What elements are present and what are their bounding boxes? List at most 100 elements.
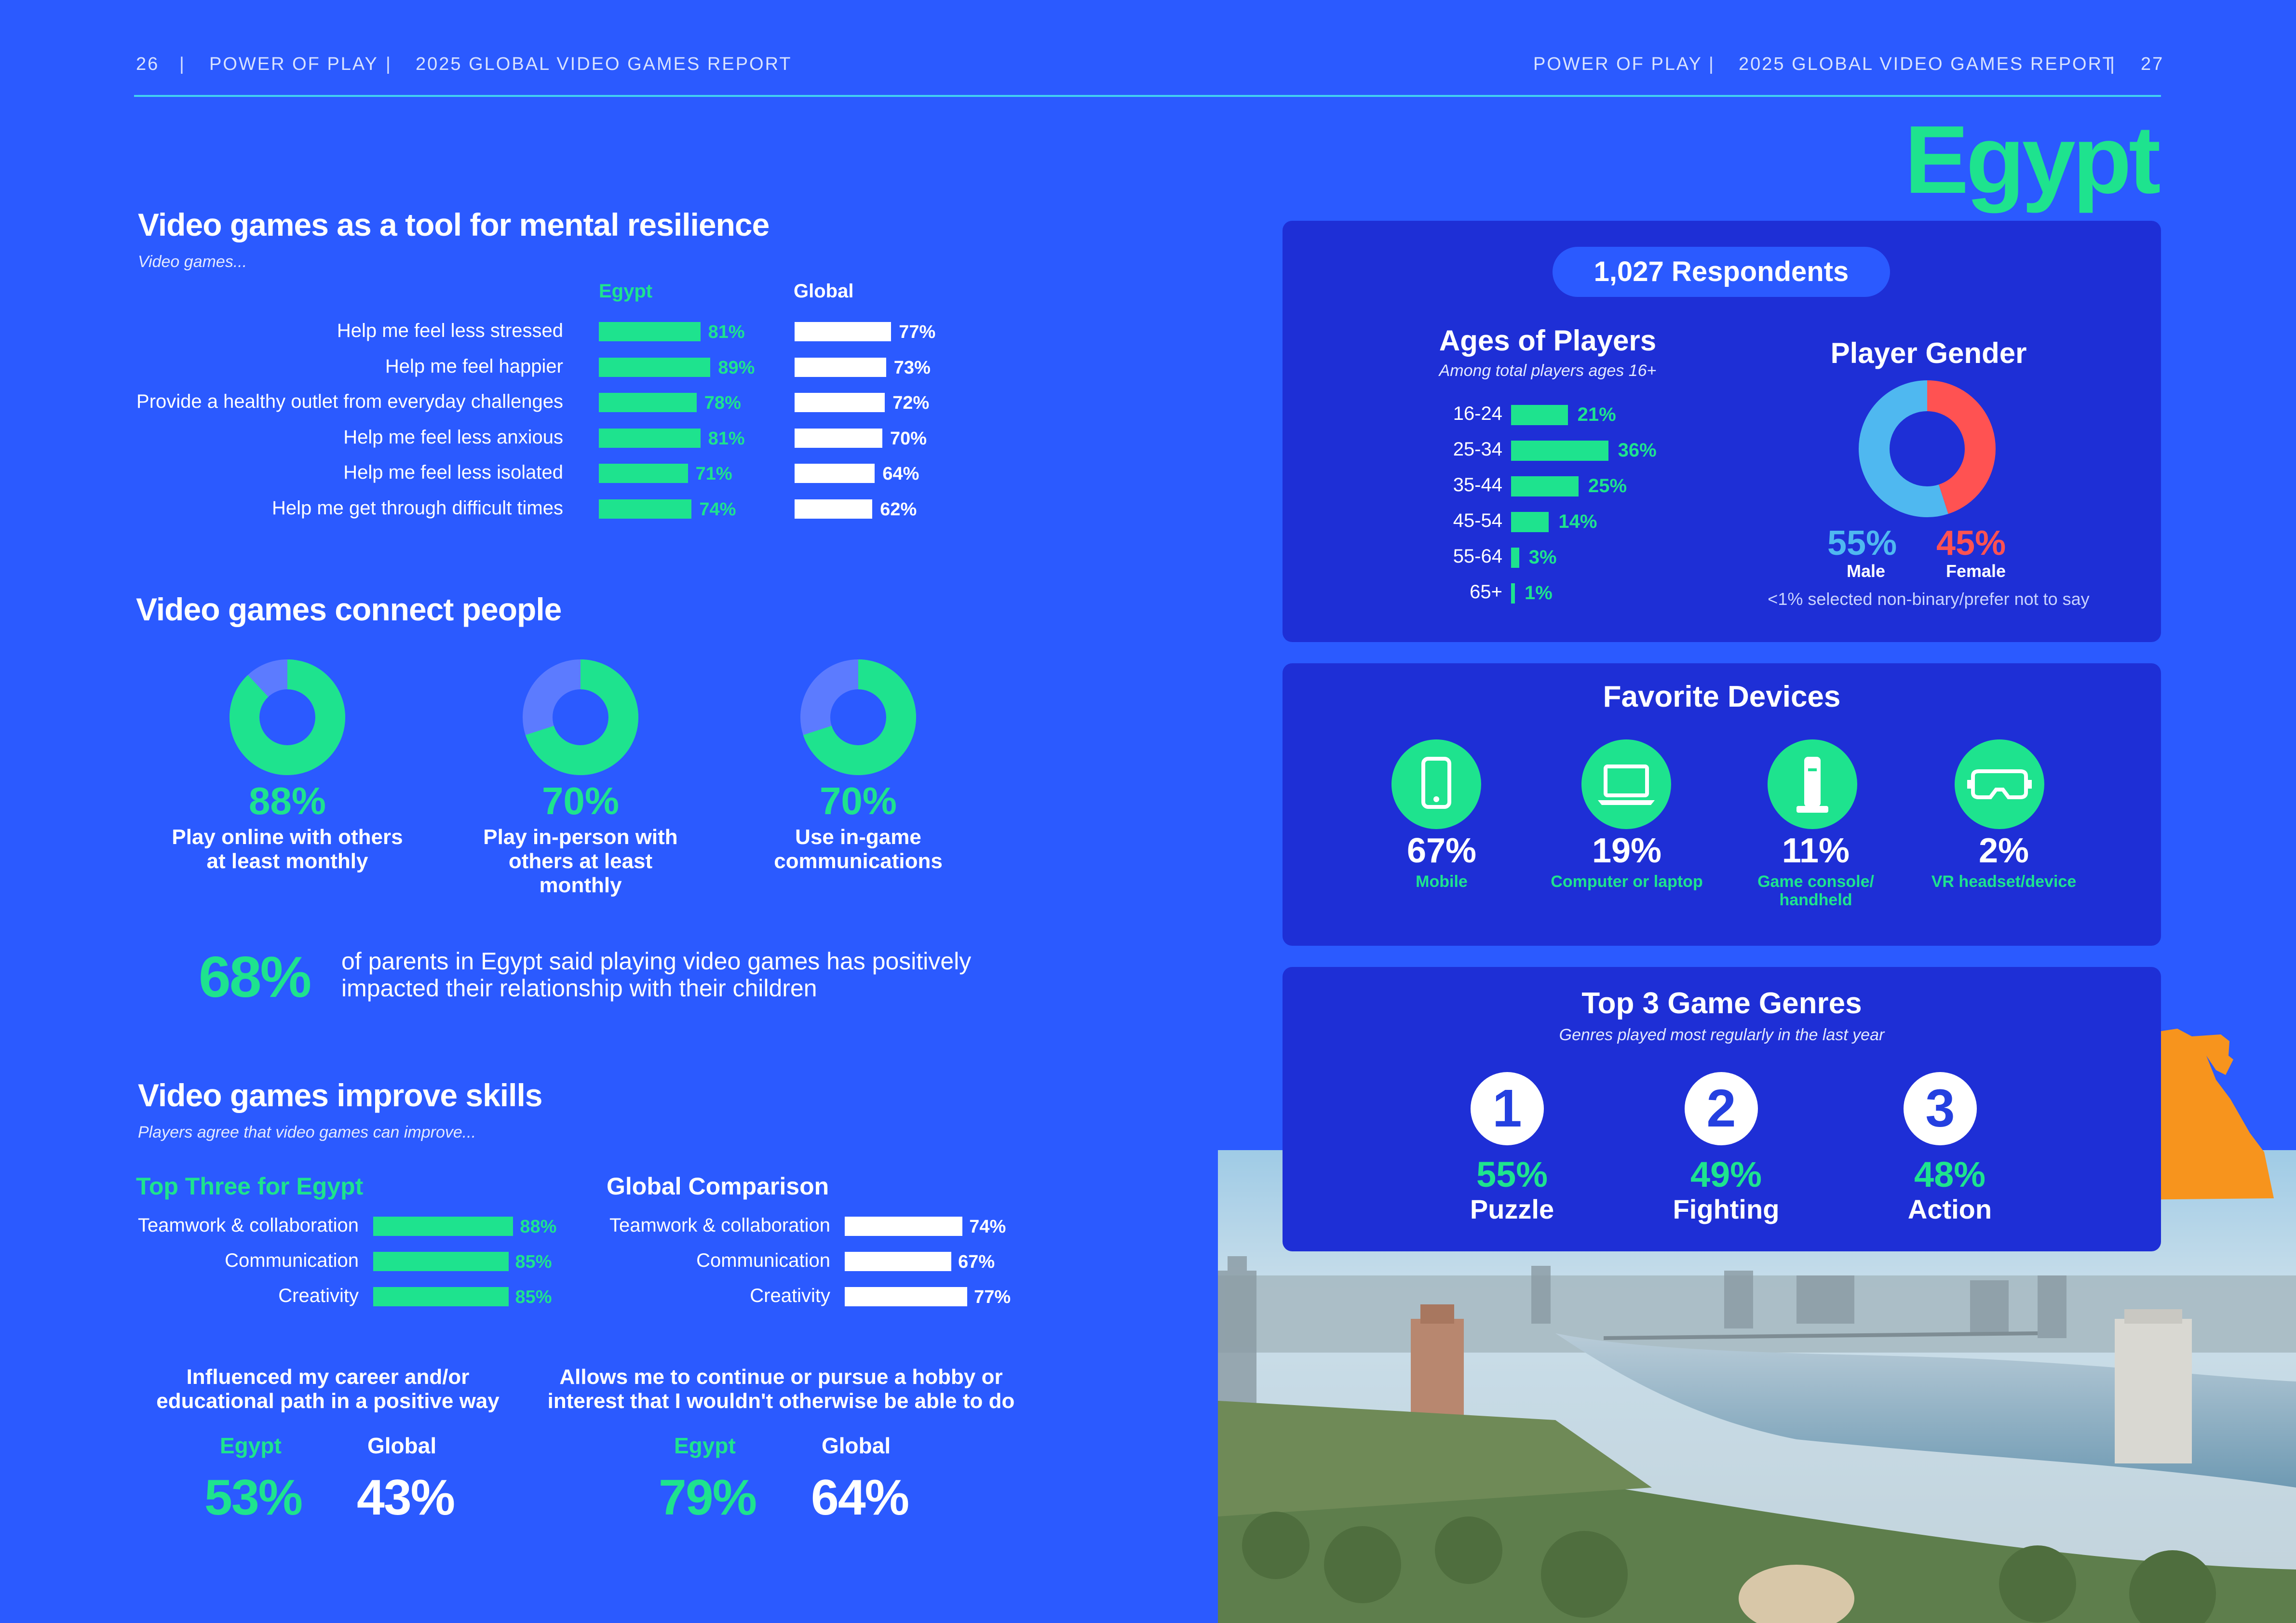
- age-bar-label: 25%: [1588, 475, 1627, 496]
- hobby-statement: Allows me to continue or pursue a hobby …: [530, 1365, 1032, 1413]
- global-bar: [795, 357, 886, 377]
- page-number-left: 26: [136, 54, 160, 74]
- connect-caption: Play in-person with others at least monthl…: [455, 825, 706, 898]
- hobby-statement-line-2: interest that I wouldn't otherwise be ab…: [547, 1389, 1015, 1413]
- header-report-right: 2025 GLOBAL VIDEO GAMES REPORT: [1739, 54, 2115, 74]
- age-group-label: 45-54: [1453, 510, 1502, 531]
- egypt-bar-label: 74%: [699, 499, 736, 520]
- skills-title: Video games improve skills: [138, 1077, 543, 1113]
- header-separator: |: [2110, 54, 2116, 74]
- female-label: Female: [1946, 561, 2006, 581]
- egypt-bar: [599, 322, 701, 341]
- age-group-label: 25-34: [1453, 439, 1502, 460]
- skills-category-label: Teamwork & collaboration: [609, 1215, 830, 1236]
- age-bar: [1511, 405, 1568, 425]
- resilience-subtitle: Video games...: [138, 253, 247, 271]
- gender-title: Player Gender: [1830, 337, 2027, 369]
- global-bar-label: 73%: [893, 357, 931, 378]
- global-bar: [795, 499, 873, 519]
- skills-global-heading: Global Comparison: [607, 1173, 829, 1200]
- genre-label-2: Fighting: [1673, 1194, 1780, 1224]
- header-report-left: 2025 GLOBAL VIDEO GAMES REPORT: [416, 54, 792, 74]
- device-percent-console: 11%: [1782, 832, 1850, 870]
- age-bar: [1511, 512, 1549, 532]
- skills-egypt-bar: [373, 1252, 509, 1271]
- hobby-global-label: Global: [822, 1433, 891, 1458]
- global-bar: [795, 464, 875, 483]
- global-bar: [795, 428, 882, 448]
- connect-caption-line: others at least: [508, 849, 653, 873]
- device-circle-console: [1768, 739, 1857, 829]
- global-bar-label: 72%: [892, 393, 930, 413]
- skills-egypt-bar-label: 88%: [520, 1217, 557, 1237]
- connect-caption-line: at least monthly: [206, 849, 368, 873]
- age-group-label: 55-64: [1453, 546, 1502, 567]
- career-statement: Influenced my career and/or educational …: [145, 1365, 511, 1413]
- skills-category-label: Communication: [696, 1250, 830, 1271]
- skills-global-bar-label: 77%: [974, 1287, 1011, 1307]
- resilience-category-label: Help me feel less isolated: [343, 462, 563, 483]
- skills-global-bar: [845, 1287, 968, 1306]
- global-bar-label: 70%: [890, 428, 927, 449]
- skills-egypt-bar-label: 85%: [515, 1252, 552, 1272]
- device-percent-vr: 2%: [1978, 832, 2029, 870]
- male-slice: [1859, 380, 1996, 517]
- career-egypt-value: 53%: [204, 1470, 303, 1526]
- egypt-bar-label: 78%: [704, 393, 741, 413]
- resilience-category-label: Help me feel happier: [385, 355, 563, 377]
- resilience-title: Video games as a tool for mental resilie…: [138, 207, 770, 242]
- gender-note: <1% selected non-binary/prefer not to sa…: [1768, 589, 2090, 609]
- connect-title: Video games connect people: [136, 591, 562, 627]
- device-label-laptop: Computer or laptop: [1551, 872, 1703, 891]
- career-statement-line-1: Influenced my career and/or: [186, 1365, 470, 1389]
- female-percent: 45%: [1936, 524, 2006, 563]
- egypt-bar-label: 81%: [708, 428, 745, 449]
- genres-title: Top 3 Game Genres: [1581, 987, 1862, 1020]
- donut-value-slice: [230, 659, 345, 775]
- skills-egypt-bar: [373, 1287, 509, 1306]
- connect-caption-line: communications: [774, 849, 943, 873]
- connect-donut: [230, 659, 345, 775]
- donut-value-slice: [800, 659, 916, 775]
- genre-rank-3: 3: [1904, 1072, 1977, 1145]
- connect-caption-line: Play in-person with: [483, 825, 678, 849]
- device-percent-mobile: 67%: [1406, 832, 1477, 870]
- global-bar: [795, 393, 885, 412]
- egypt-bar-label: 81%: [708, 322, 745, 342]
- mobile-phone-icon: [1421, 757, 1451, 809]
- age-bar: [1511, 476, 1579, 496]
- skills-egypt-bar-label: 85%: [515, 1287, 552, 1307]
- skills-egypt-heading: Top Three for Egypt: [136, 1173, 364, 1200]
- header-rule: [134, 95, 2161, 97]
- genre-rank-2: 2: [1685, 1072, 1758, 1145]
- connect-donut: [523, 659, 638, 775]
- age-bar-label: 21%: [1577, 404, 1616, 425]
- device-percent-laptop: 19%: [1592, 832, 1662, 870]
- column-global: Global: [794, 281, 854, 302]
- resilience-category-label: Help me feel less anxious: [343, 426, 563, 448]
- age-bar-label: 3%: [1528, 547, 1557, 568]
- connect-donut: [800, 659, 916, 775]
- ages-subtitle: Among total players ages 16+: [1439, 362, 1657, 380]
- connect-caption: Use in-game communications: [733, 825, 984, 873]
- age-bar: [1511, 548, 1519, 568]
- global-bar-label: 77%: [899, 322, 936, 342]
- device-circle-vr: [1955, 739, 2044, 829]
- age-bar-label: 36%: [1618, 440, 1657, 461]
- connect-caption-line: monthly: [539, 873, 622, 897]
- age-group-label: 35-44: [1453, 474, 1502, 496]
- skills-global-bar-label: 74%: [969, 1217, 1006, 1237]
- skills-global-bar: [845, 1252, 952, 1271]
- skills-global-bar: [845, 1217, 963, 1236]
- age-group-label: 65+: [1470, 581, 1502, 603]
- genre-rank-1: 1: [1471, 1072, 1544, 1145]
- connect-percent: 70%: [819, 779, 897, 822]
- device-label-mobile: Mobile: [1416, 872, 1468, 891]
- skills-category-label: Teamwork & collaboration: [138, 1215, 359, 1236]
- respondents-pill: 1,027 Respondents: [1553, 247, 1890, 297]
- skills-egypt-bar: [373, 1217, 513, 1236]
- genre-percent-1: 55%: [1476, 1154, 1548, 1194]
- device-circle-laptop: [1581, 739, 1671, 829]
- genre-label-1: Puzzle: [1470, 1194, 1554, 1224]
- connect-caption: Play online with others at least monthly: [162, 825, 413, 873]
